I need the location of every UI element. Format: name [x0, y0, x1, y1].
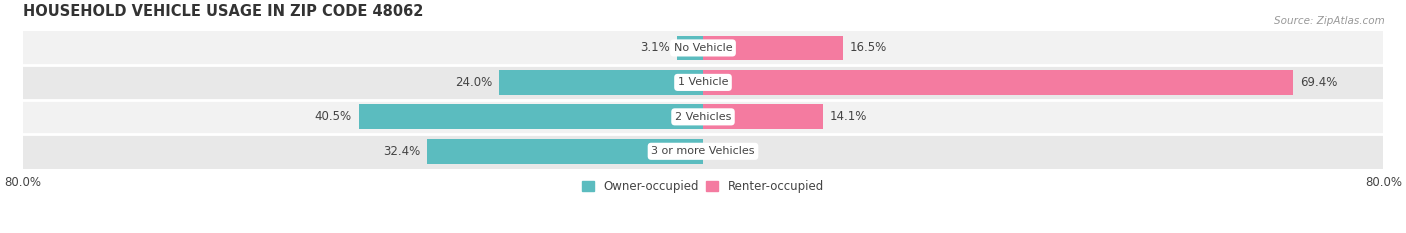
Text: 3.1%: 3.1% — [640, 41, 669, 55]
Text: HOUSEHOLD VEHICLE USAGE IN ZIP CODE 48062: HOUSEHOLD VEHICLE USAGE IN ZIP CODE 4806… — [22, 4, 423, 19]
Bar — [427, 139, 703, 164]
Text: Source: ZipAtlas.com: Source: ZipAtlas.com — [1274, 16, 1385, 26]
Bar — [676, 36, 703, 60]
Bar — [703, 70, 1294, 95]
Bar — [703, 104, 823, 129]
Text: 16.5%: 16.5% — [851, 41, 887, 55]
FancyBboxPatch shape — [22, 134, 1384, 168]
Bar — [499, 70, 703, 95]
FancyBboxPatch shape — [22, 65, 1384, 100]
Text: 32.4%: 32.4% — [384, 145, 420, 158]
Text: 1 Vehicle: 1 Vehicle — [678, 77, 728, 87]
Text: 69.4%: 69.4% — [1301, 76, 1337, 89]
Bar — [703, 36, 844, 60]
FancyBboxPatch shape — [22, 100, 1384, 134]
Text: 24.0%: 24.0% — [456, 76, 492, 89]
FancyBboxPatch shape — [22, 31, 1384, 65]
Text: No Vehicle: No Vehicle — [673, 43, 733, 53]
Text: 0.0%: 0.0% — [710, 145, 740, 158]
Legend: Owner-occupied, Renter-occupied: Owner-occupied, Renter-occupied — [578, 175, 828, 198]
Bar — [359, 104, 703, 129]
Text: 14.1%: 14.1% — [830, 110, 868, 123]
Text: 2 Vehicles: 2 Vehicles — [675, 112, 731, 122]
Text: 40.5%: 40.5% — [315, 110, 352, 123]
Text: 3 or more Vehicles: 3 or more Vehicles — [651, 146, 755, 156]
